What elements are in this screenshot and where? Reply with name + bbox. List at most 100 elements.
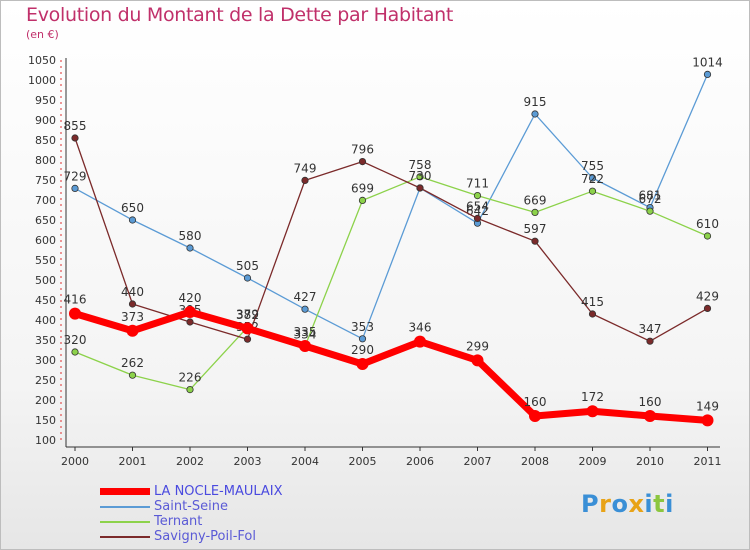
data-point-la-nocle-maulaix <box>241 322 254 335</box>
data-label-saint-seine: 427 <box>294 290 317 304</box>
chart-title: Evolution du Montant de la Dette par Hab… <box>26 4 454 26</box>
data-point-savigny-poil-fol <box>186 318 194 326</box>
logo-letter: P <box>581 490 600 518</box>
data-point-ternant <box>531 208 539 216</box>
data-label-la-nocle-maulaix: 160 <box>524 395 547 409</box>
y-tick-label: 300 <box>35 354 56 367</box>
x-tick-label: 2003 <box>234 455 262 468</box>
data-label-saint-seine: 681 <box>639 189 662 203</box>
y-tick-label: 400 <box>35 314 56 327</box>
logo-letter: i <box>644 490 654 518</box>
data-point-saint-seine <box>243 274 252 282</box>
x-tick-label: 2005 <box>349 455 377 468</box>
y-tick-label: 700 <box>35 194 56 207</box>
y-tick-label: 450 <box>35 294 56 307</box>
data-point-savigny-poil-fol <box>588 310 597 318</box>
legend-swatch <box>100 506 150 508</box>
data-point-savigny-poil-fol <box>243 335 252 343</box>
logo-letter: o <box>611 490 629 518</box>
legend-swatch <box>100 536 150 538</box>
y-tick-label: 500 <box>35 274 56 287</box>
y-tick-label: 150 <box>35 414 56 427</box>
data-point-la-nocle-maulaix <box>184 306 196 318</box>
data-point-ternant <box>473 192 482 200</box>
data-point-ternant <box>358 196 367 204</box>
data-label-savigny-poil-fol: 440 <box>121 285 144 299</box>
data-label-saint-seine: 1014 <box>692 55 723 69</box>
data-label-ternant: 669 <box>524 193 547 207</box>
data-point-savigny-poil-fol <box>703 304 712 312</box>
data-label-savigny-poil-fol: 855 <box>64 119 87 133</box>
data-point-la-nocle-maulaix <box>701 414 714 427</box>
data-point-savigny-poil-fol <box>301 176 309 184</box>
data-label-ternant: 672 <box>639 192 662 206</box>
x-tick-label: 2004 <box>291 455 319 468</box>
data-label-savigny-poil-fol: 347 <box>639 322 662 336</box>
data-point-la-nocle-maulaix <box>471 354 484 367</box>
legend-label: Savigny-Poil-Fol <box>154 529 256 544</box>
data-point-la-nocle-maulaix <box>299 340 311 352</box>
chart-subtitle: (en €) <box>26 28 59 41</box>
data-point-savigny-poil-fol <box>416 184 424 192</box>
x-tick-label: 2000 <box>61 455 89 468</box>
logo-letter: i <box>665 490 674 518</box>
x-tick-label: 2009 <box>579 455 607 468</box>
data-point-savigny-poil-fol <box>531 237 539 245</box>
x-tick-label: 2010 <box>636 455 664 468</box>
data-point-la-nocle-maulaix <box>644 410 656 422</box>
x-tick-label: 2001 <box>119 455 147 468</box>
y-tick-label: 850 <box>35 134 56 147</box>
y-tick-label: 600 <box>35 234 56 247</box>
data-label-la-nocle-maulaix: 299 <box>466 339 489 353</box>
y-tick-label: 950 <box>35 94 56 107</box>
data-label-la-nocle-maulaix: 172 <box>581 390 604 404</box>
data-point-la-nocle-maulaix <box>126 324 139 337</box>
data-label-la-nocle-maulaix: 420 <box>179 291 202 305</box>
y-tick-label: 900 <box>35 114 56 127</box>
data-label-ternant: 699 <box>351 181 374 195</box>
data-label-saint-seine: 650 <box>121 201 144 215</box>
x-tick-label: 2008 <box>521 455 549 468</box>
legend-swatch <box>100 488 150 495</box>
data-label-ternant: 610 <box>696 217 719 231</box>
data-label-ternant: 382 <box>236 308 259 322</box>
data-point-ternant <box>71 348 79 356</box>
data-point-la-nocle-maulaix <box>356 358 369 370</box>
y-tick-label: 550 <box>35 254 56 267</box>
data-point-saint-seine <box>531 110 539 118</box>
legend-label: Ternant <box>154 514 203 529</box>
data-label-la-nocle-maulaix: 149 <box>696 399 719 413</box>
data-point-ternant <box>703 232 712 240</box>
data-point-savigny-poil-fol <box>358 158 367 166</box>
data-label-ternant: 320 <box>64 333 87 347</box>
data-label-la-nocle-maulaix: 335 <box>294 325 317 339</box>
data-label-saint-seine: 580 <box>179 229 202 243</box>
data-point-saint-seine <box>186 244 194 252</box>
x-tick-label: 2006 <box>406 455 434 468</box>
y-tick-label: 250 <box>35 374 56 387</box>
y-tick-label: 1000 <box>28 74 56 87</box>
data-point-ternant <box>128 371 137 379</box>
data-label-ternant: 722 <box>581 172 604 186</box>
y-tick-label: 100 <box>35 434 56 447</box>
data-label-savigny-poil-fol: 749 <box>294 161 317 175</box>
proxiti-logo: Proxiti <box>581 490 674 518</box>
data-point-saint-seine <box>703 70 712 79</box>
data-point-saint-seine <box>128 216 137 224</box>
y-tick-label: 800 <box>35 154 56 167</box>
data-point-la-nocle-maulaix <box>586 405 599 418</box>
legend-swatch <box>100 521 150 523</box>
data-label-la-nocle-maulaix: 346 <box>409 321 432 335</box>
series-line-la-nocle-maulaix <box>71 308 711 424</box>
data-point-ternant <box>646 207 654 215</box>
data-label-ternant: 758 <box>409 158 432 172</box>
data-label-saint-seine: 505 <box>236 259 259 273</box>
series-line-saint-seine <box>74 73 709 340</box>
y-tick-label: 650 <box>35 214 56 227</box>
series-line-savigny-poil-fol <box>74 137 709 342</box>
data-point-savigny-poil-fol <box>71 134 79 142</box>
data-point-savigny-poil-fol <box>473 214 482 222</box>
data-point-savigny-poil-fol <box>646 337 654 345</box>
legend-label: LA NOCLE-MAULAIX <box>154 484 283 499</box>
